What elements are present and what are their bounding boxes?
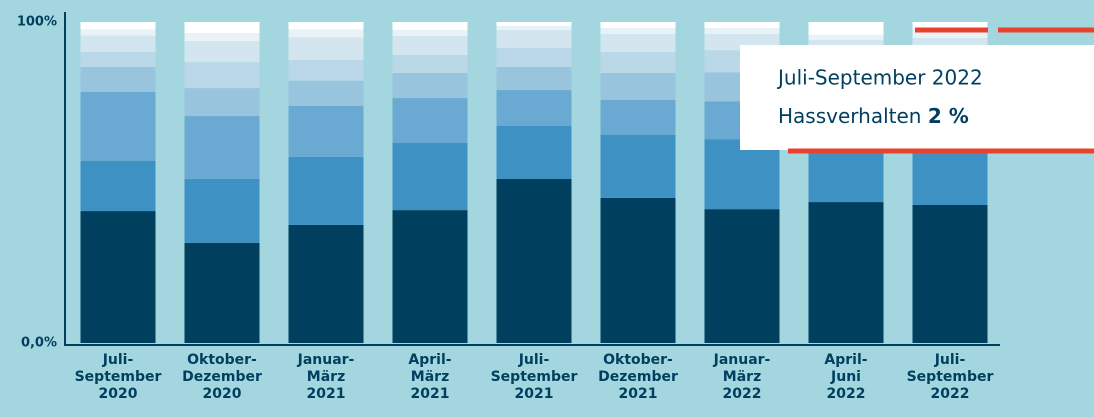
bar-segment [392, 143, 468, 211]
bar-segment [496, 48, 572, 67]
bar-segment [600, 52, 676, 74]
x-tick-label: Januar- [713, 352, 771, 368]
bar-segment [184, 62, 260, 89]
bar-segment [704, 139, 780, 210]
bar-segment [600, 100, 676, 135]
bar-segment [288, 22, 364, 30]
x-tick-label: 2020 [99, 386, 138, 402]
y-tick-label: 0,0% [21, 336, 57, 351]
x-tick-label: 2020 [203, 386, 242, 402]
bar-segment [392, 73, 468, 99]
bar-segment [392, 98, 468, 144]
tooltip: Juli-September 2022 Hassverhalten 2 % [740, 27, 1094, 154]
bar-segment [496, 178, 572, 343]
x-tick-label: Juni [830, 369, 861, 385]
bar-segment [184, 178, 260, 243]
tooltip-value: 2 % [928, 104, 969, 128]
x-tick-label: April- [824, 352, 867, 368]
x-tick-label: 2021 [307, 386, 346, 402]
bar-segment [704, 209, 780, 343]
x-tick-label: 2022 [723, 386, 762, 402]
bar-segment [288, 156, 364, 225]
bar-segment [600, 34, 676, 53]
y-tick-label: 100% [17, 15, 57, 30]
bar-segment [288, 224, 364, 343]
bar-segment [80, 22, 156, 30]
bar-segment [184, 22, 260, 34]
x-tick-label: Juli- [934, 352, 966, 368]
tooltip-box [740, 45, 1094, 150]
bar-segment [184, 33, 260, 42]
tooltip-text: Hassverhalten 2 % [778, 104, 969, 128]
bar-segment [392, 30, 468, 37]
x-tick-label: März [307, 369, 345, 385]
bar-segment [392, 210, 468, 343]
bar-segment [704, 28, 780, 35]
bar-segment [288, 29, 364, 38]
x-tick-label: September [907, 369, 994, 385]
bar-segment [496, 90, 572, 127]
x-tick-label: Juli- [518, 352, 550, 368]
bar-segment [496, 22, 572, 27]
bar-segment [288, 80, 364, 106]
bar-segment [704, 22, 780, 29]
x-tick-label: September [491, 369, 578, 385]
x-tick-label: Oktober- [187, 352, 257, 368]
x-tick-label: März [723, 369, 761, 385]
bar-segment [600, 73, 676, 101]
bar-segment [808, 22, 884, 35]
bar-segment [184, 41, 260, 63]
bar-segment [80, 66, 156, 92]
bar-segment [80, 91, 156, 161]
bar-segment [184, 88, 260, 117]
bar-segment [600, 22, 676, 29]
bar-segment [496, 30, 572, 49]
bar-segment [600, 28, 676, 35]
tooltip-title: Juli-September 2022 [776, 66, 983, 90]
bar-segment [600, 134, 676, 198]
bar-segment [80, 51, 156, 67]
bar-segment [80, 35, 156, 52]
x-tick-label: Januar- [297, 352, 355, 368]
bar-segment [288, 59, 364, 81]
bar-segment [912, 28, 988, 39]
x-tick-label: April- [408, 352, 451, 368]
tooltip-label: Hassverhalten [778, 104, 921, 128]
bar-segment [288, 105, 364, 157]
x-tick-label: 2022 [931, 386, 970, 402]
bar-segment [184, 116, 260, 179]
bar-segment [80, 29, 156, 36]
bar-segment [808, 202, 884, 343]
bar-segment [496, 66, 572, 91]
bar-segment [80, 160, 156, 212]
x-tick-label: 2021 [619, 386, 658, 402]
bar-segment [288, 37, 364, 60]
bar-segment [912, 22, 988, 29]
bar-segment [496, 126, 572, 179]
x-tick-label: Juli- [102, 352, 134, 368]
bar-segment [808, 34, 884, 40]
x-tick-label: Dezember [598, 369, 678, 385]
x-tick-label: 2022 [827, 386, 866, 402]
bar-segment [912, 204, 988, 343]
bar-segment [184, 242, 260, 343]
bar-segment [392, 22, 468, 31]
bar-segment [600, 197, 676, 343]
bar-segment [392, 36, 468, 56]
x-tick-label: März [411, 369, 449, 385]
bar-segment [80, 211, 156, 343]
x-tick-label: Dezember [182, 369, 262, 385]
x-tick-label: September [75, 369, 162, 385]
bar-segment [496, 26, 572, 31]
bar-segment [392, 55, 468, 74]
x-tick-label: 2021 [515, 386, 554, 402]
x-tick-label: 2021 [411, 386, 450, 402]
x-tick-label: Oktober- [603, 352, 673, 368]
